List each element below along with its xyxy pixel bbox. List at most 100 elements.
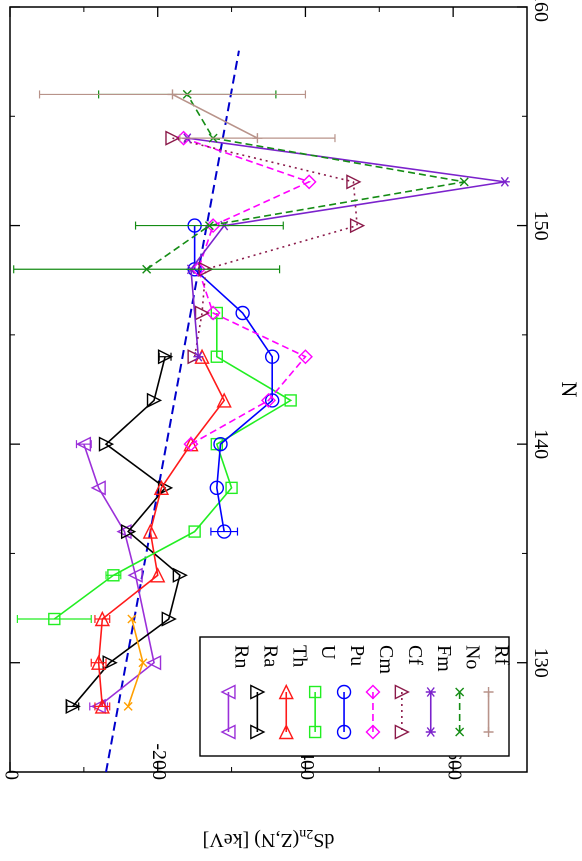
legend-swatch-marker bbox=[425, 727, 436, 737]
legend-swatch-marker bbox=[483, 727, 494, 737]
data-point bbox=[193, 351, 204, 362]
trend-line bbox=[105, 50, 240, 773]
data-point bbox=[205, 218, 221, 234]
legend-swatch-marker bbox=[483, 687, 494, 697]
legend-label: Rf bbox=[491, 645, 513, 665]
data-point bbox=[65, 698, 81, 715]
data-point bbox=[261, 392, 276, 408]
data-point bbox=[349, 217, 366, 234]
data-point bbox=[252, 133, 263, 144]
data-point bbox=[194, 305, 211, 321]
legend-swatch-marker bbox=[250, 684, 266, 700]
legend: Rn Ra Th U Pu Cm Cf Fm No Rf bbox=[199, 636, 513, 757]
series-fm bbox=[182, 133, 510, 362]
data-point bbox=[216, 524, 232, 539]
legend-swatch-marker bbox=[220, 724, 236, 740]
series-line bbox=[172, 137, 358, 357]
legend-swatch-marker bbox=[308, 685, 322, 699]
data-point bbox=[264, 349, 280, 364]
data-point bbox=[120, 523, 137, 540]
data-point bbox=[107, 569, 120, 582]
x-tick-label: 150 bbox=[530, 211, 552, 241]
x-tick-label: 140 bbox=[530, 429, 552, 459]
data-point bbox=[127, 614, 137, 624]
data-point bbox=[346, 174, 362, 190]
data-point bbox=[172, 567, 188, 583]
data-point bbox=[284, 394, 297, 407]
legend-swatch-marker bbox=[455, 687, 465, 697]
series-line bbox=[183, 137, 312, 445]
data-point bbox=[98, 436, 115, 452]
series-cf bbox=[165, 130, 366, 365]
legend-swatch-marker bbox=[308, 725, 322, 739]
data-point bbox=[235, 305, 250, 321]
data-point bbox=[145, 655, 162, 671]
legend-swatch-marker bbox=[220, 684, 236, 700]
data-point bbox=[90, 654, 107, 670]
data-point bbox=[94, 610, 110, 627]
legend-label: Ra bbox=[259, 645, 281, 667]
legend-swatch-marker bbox=[394, 684, 410, 700]
data-point bbox=[157, 349, 174, 365]
data-point bbox=[123, 701, 133, 711]
legend-swatch-marker bbox=[425, 687, 436, 697]
data-point bbox=[150, 567, 166, 583]
data-point bbox=[210, 350, 224, 363]
series-pu bbox=[187, 218, 280, 539]
legend-label: Rn bbox=[230, 645, 252, 668]
legend-swatch-marker bbox=[336, 684, 352, 700]
series-line bbox=[172, 93, 258, 139]
y-tick-label: -200 bbox=[148, 743, 170, 780]
data-point bbox=[205, 305, 221, 321]
legend-swatch-marker bbox=[455, 727, 465, 737]
legend-swatch-marker bbox=[394, 724, 410, 740]
data-point bbox=[127, 567, 143, 583]
data-point bbox=[116, 523, 132, 540]
data-point bbox=[190, 261, 206, 277]
series-line bbox=[83, 443, 155, 708]
data-point bbox=[210, 306, 224, 320]
x-tick-label: 130 bbox=[530, 648, 552, 678]
data-point bbox=[216, 392, 232, 408]
legend-label: Cm bbox=[375, 645, 397, 674]
legend-swatch-marker bbox=[365, 684, 381, 700]
legend-swatch-marker bbox=[278, 683, 294, 700]
series-rf bbox=[38, 89, 336, 144]
data-point bbox=[94, 698, 110, 714]
data-point bbox=[90, 480, 106, 496]
legend-label: U bbox=[317, 645, 339, 660]
series-rn bbox=[75, 436, 162, 715]
series-unlabeled bbox=[123, 614, 148, 711]
data-point bbox=[146, 392, 163, 409]
x-tick-label: 160 bbox=[530, 0, 552, 22]
data-point bbox=[176, 130, 192, 146]
series-line bbox=[72, 356, 181, 707]
data-point bbox=[301, 174, 317, 190]
data-point bbox=[167, 89, 178, 100]
data-point bbox=[204, 221, 214, 231]
data-point bbox=[459, 177, 469, 187]
data-point bbox=[264, 393, 280, 408]
series-line bbox=[53, 313, 293, 620]
series-line bbox=[97, 356, 226, 707]
data-point bbox=[48, 612, 61, 626]
data-point bbox=[142, 523, 158, 539]
data-point bbox=[138, 658, 148, 668]
data-point bbox=[499, 176, 510, 187]
plot-frame bbox=[9, 6, 528, 773]
legend-swatch-marker bbox=[278, 723, 294, 740]
data-point bbox=[161, 611, 177, 627]
series-cm bbox=[176, 130, 317, 452]
data-point bbox=[153, 479, 170, 496]
data-point bbox=[75, 436, 92, 452]
data-point bbox=[183, 436, 199, 452]
legend-swatch-marker bbox=[365, 724, 381, 740]
series-no bbox=[13, 89, 469, 274]
data-point bbox=[209, 480, 225, 496]
series-line bbox=[127, 618, 144, 707]
data-point bbox=[188, 525, 201, 538]
data-point bbox=[213, 436, 228, 452]
y-axis-title: dS2n(Z,N) [keV] bbox=[203, 826, 335, 851]
